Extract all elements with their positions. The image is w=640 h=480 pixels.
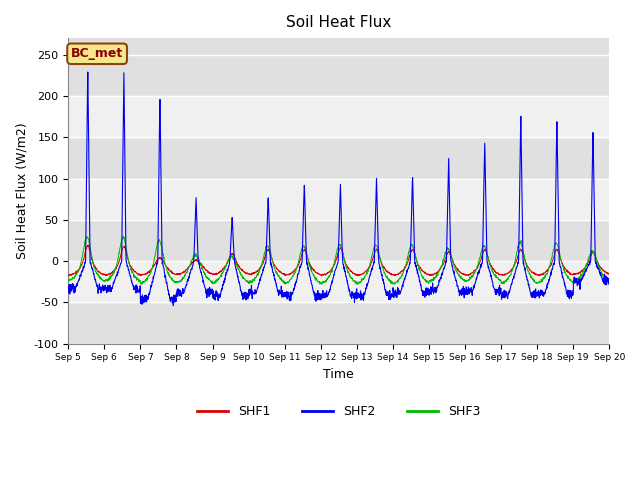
SHF1 [216, 269, 223, 275]
SHF1 [605, 272, 613, 278]
SHF2 [170, 302, 177, 308]
SHF2 [65, 290, 72, 296]
SHF1 [573, 270, 581, 276]
SHF1 [355, 273, 362, 278]
SHF2 [367, 272, 374, 277]
SHF3 [367, 259, 374, 265]
Bar [68, 96, 609, 137]
Bar [68, 261, 609, 302]
SHF2 [605, 277, 613, 283]
SHF1 [65, 273, 73, 279]
Text: BC_met: BC_met [71, 48, 124, 60]
Y-axis label: Soil Heat Flux (W/m2): Soil Heat Flux (W/m2) [15, 122, 28, 259]
Bar [68, 179, 609, 220]
Title: Soil Heat Flux: Soil Heat Flux [286, 15, 392, 30]
SHF2 [573, 276, 581, 282]
SHF3 [65, 278, 72, 284]
SHF3 [558, 261, 566, 266]
SHF2 [355, 292, 362, 298]
SHF1 [558, 260, 566, 266]
SHF3 [573, 277, 581, 283]
SHF1 [497, 272, 504, 277]
SHF2 [216, 291, 223, 297]
Line: SHF3: SHF3 [68, 237, 609, 285]
SHF2 [84, 69, 92, 75]
SHF1 [84, 242, 92, 248]
SHF1 [367, 263, 374, 268]
SHF3 [119, 234, 127, 240]
SHF2 [497, 290, 504, 296]
SHF3 [497, 278, 504, 284]
Line: SHF2: SHF2 [68, 72, 609, 305]
X-axis label: Time: Time [323, 368, 354, 381]
SHF3 [355, 280, 362, 286]
Legend: SHF1, SHF2, SHF3: SHF1, SHF2, SHF3 [192, 400, 486, 423]
SHF1 [65, 273, 72, 278]
SHF3 [216, 275, 223, 280]
SHF2 [558, 269, 566, 275]
SHF3 [605, 277, 613, 283]
SHF3 [353, 282, 361, 288]
Line: SHF1: SHF1 [68, 245, 609, 276]
